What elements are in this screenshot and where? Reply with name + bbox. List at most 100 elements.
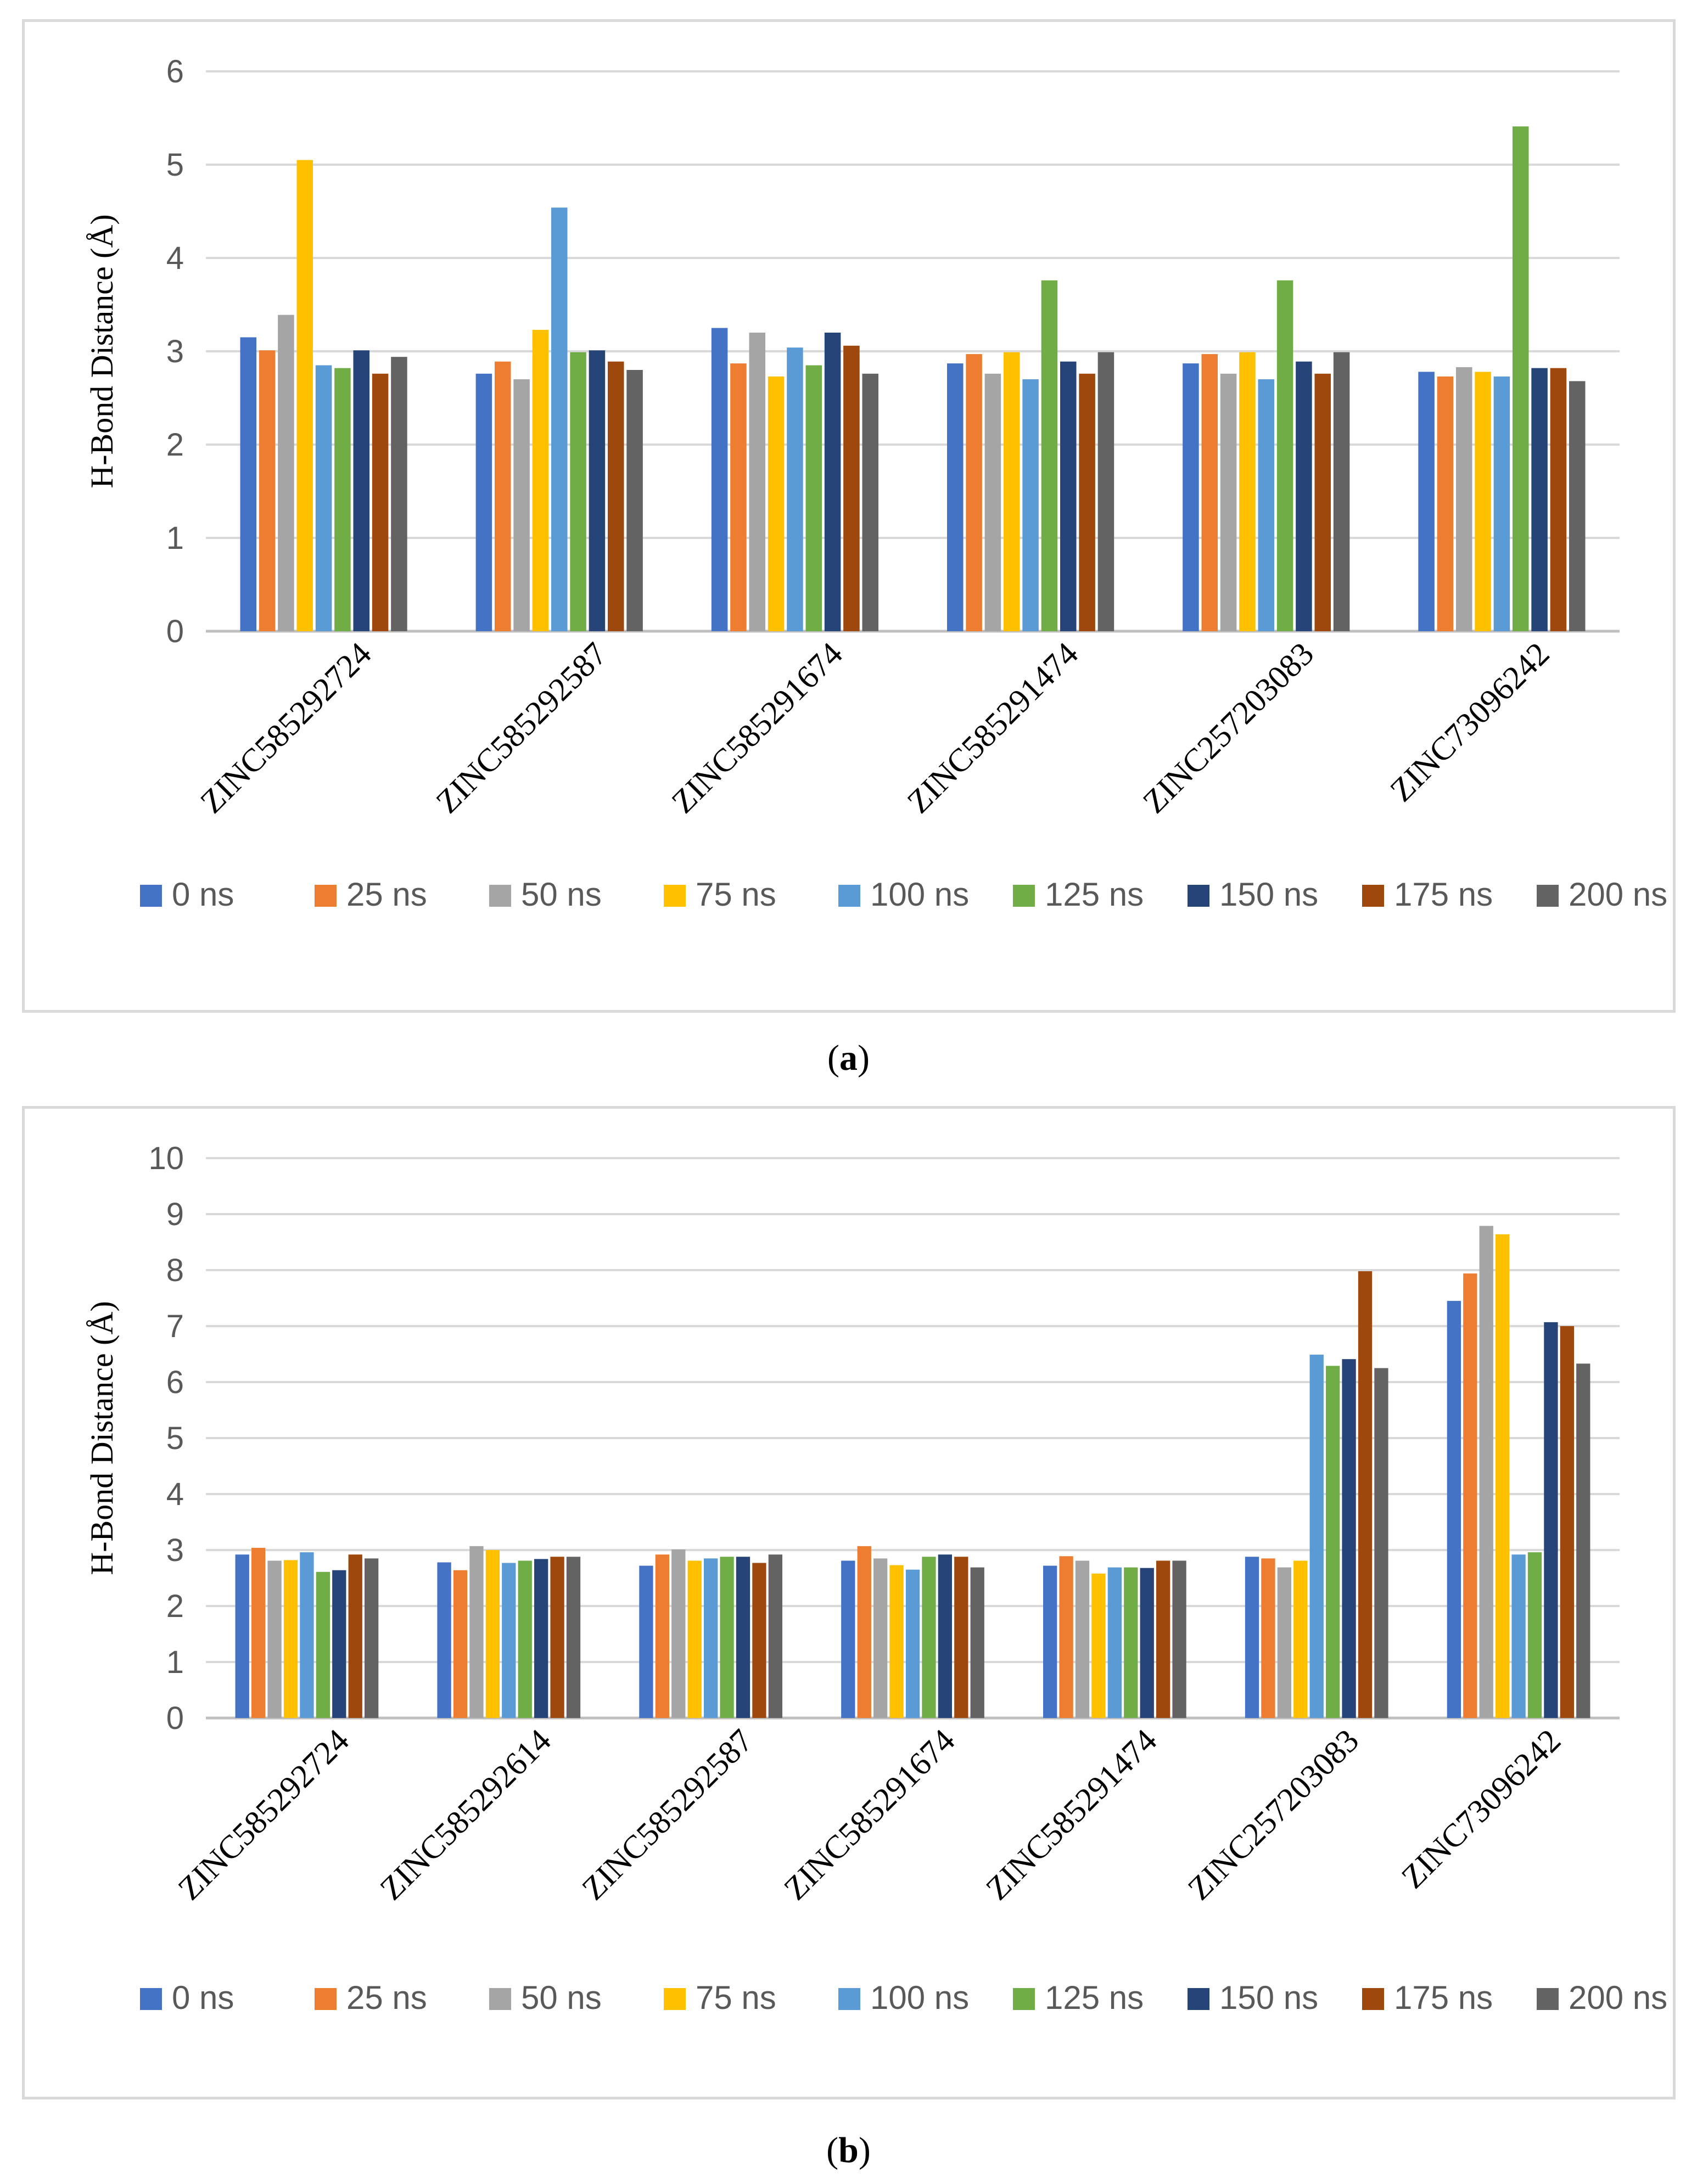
legend-label: 125 ns — [1045, 876, 1144, 913]
legend-label: 150 ns — [1219, 876, 1318, 913]
legend-swatch — [1362, 885, 1384, 907]
bar — [1258, 379, 1275, 631]
bar — [1447, 1301, 1461, 1718]
bar — [1183, 363, 1199, 631]
bar — [334, 368, 351, 631]
legend-label: 175 ns — [1394, 1979, 1493, 2016]
legend-swatch — [664, 885, 686, 907]
bar — [970, 1567, 984, 1718]
bar — [278, 315, 294, 631]
bar — [1091, 1573, 1106, 1718]
y-axis-title: H-Bond Distance (Å) — [84, 214, 120, 488]
legend-swatch — [838, 1988, 860, 2010]
bar — [348, 1554, 362, 1718]
x-category-label: ZINC73096242 — [1383, 636, 1556, 809]
bar — [589, 350, 606, 631]
bar — [316, 1571, 331, 1718]
bar — [1325, 1366, 1340, 1718]
bar — [1003, 352, 1020, 631]
caption-a-letter: a — [839, 1038, 858, 1078]
legend-label: 50 ns — [521, 1979, 602, 2016]
bar — [1550, 368, 1567, 631]
bar — [787, 347, 803, 631]
bar — [1201, 354, 1218, 631]
y-axis-title: H-Bond Distance (Å) — [84, 1301, 120, 1575]
bar — [1418, 372, 1435, 631]
legend-label: 0 ns — [172, 876, 234, 913]
bar — [1479, 1226, 1493, 1718]
x-category-label: ZINC585291674 — [777, 1722, 962, 1907]
bar — [1374, 1368, 1388, 1718]
bar — [984, 373, 1001, 631]
bar — [566, 1557, 581, 1718]
legend-swatch — [1537, 1988, 1559, 2010]
legend-label: 200 ns — [1569, 876, 1667, 913]
bar — [1075, 1560, 1090, 1718]
bar — [843, 345, 860, 631]
bar — [1276, 280, 1293, 631]
bar — [946, 363, 964, 631]
x-category-label: ZINC585292614 — [373, 1722, 558, 1907]
bar — [1239, 352, 1256, 631]
bar — [1041, 280, 1058, 631]
bar — [1437, 376, 1454, 631]
legend-swatch — [489, 885, 511, 907]
bar — [550, 1557, 564, 1718]
legend-swatch — [1013, 1988, 1035, 2010]
bar — [1277, 1567, 1292, 1718]
legend-swatch — [489, 1988, 511, 2010]
bar — [364, 1558, 379, 1718]
bar — [1079, 373, 1095, 631]
y-tick-label: 5 — [166, 147, 184, 183]
bar — [655, 1554, 670, 1718]
bar — [1455, 367, 1472, 631]
bar — [687, 1560, 702, 1718]
legend-label: 150 ns — [1219, 1979, 1318, 2016]
bar — [1140, 1568, 1154, 1718]
bar — [469, 1546, 484, 1718]
legend-label: 25 ns — [346, 876, 427, 913]
bar — [626, 370, 643, 631]
bar — [1531, 368, 1548, 631]
x-category-label: ZINC585292587 — [429, 636, 614, 821]
y-tick-label: 3 — [166, 1532, 184, 1568]
legend-label: 25 ns — [346, 1979, 427, 2016]
bar — [1544, 1322, 1558, 1718]
bar — [1475, 372, 1491, 631]
bar — [1245, 1557, 1259, 1718]
bar — [954, 1557, 968, 1718]
legend-label: 175 ns — [1394, 876, 1493, 913]
x-category-label: ZINC585292587 — [575, 1722, 760, 1907]
legend-swatch — [664, 1988, 686, 2010]
bar — [372, 373, 389, 631]
bar — [353, 350, 370, 631]
bar — [805, 365, 822, 631]
bar — [315, 365, 332, 631]
bar — [494, 361, 511, 631]
bar — [1059, 1556, 1073, 1718]
y-tick-label: 2 — [166, 1588, 184, 1624]
bar — [235, 1554, 249, 1718]
legend-label: 75 ns — [696, 876, 776, 913]
x-category-label: ZINC585291674 — [665, 636, 850, 821]
bar — [857, 1546, 871, 1718]
legend-swatch — [1188, 885, 1209, 907]
x-category-label: ZINC585291474 — [979, 1722, 1164, 1907]
bar — [768, 376, 785, 631]
bar — [671, 1549, 686, 1718]
y-tick-label: 2 — [166, 427, 184, 463]
legend-swatch — [1013, 885, 1035, 907]
bar — [1333, 352, 1350, 631]
y-tick-label: 4 — [166, 1476, 184, 1512]
y-tick-label: 7 — [166, 1309, 184, 1344]
bar — [485, 1550, 500, 1718]
y-tick-label: 6 — [166, 1365, 184, 1400]
bar — [1293, 1560, 1308, 1718]
bar — [1569, 381, 1586, 631]
y-tick-label: 9 — [166, 1197, 184, 1232]
bar — [1511, 1554, 1526, 1718]
x-category-label: ZINC73096242 — [1394, 1722, 1567, 1895]
y-tick-label: 3 — [166, 334, 184, 369]
legend-label: 50 ns — [521, 876, 602, 913]
y-tick-label: 0 — [166, 1700, 184, 1736]
